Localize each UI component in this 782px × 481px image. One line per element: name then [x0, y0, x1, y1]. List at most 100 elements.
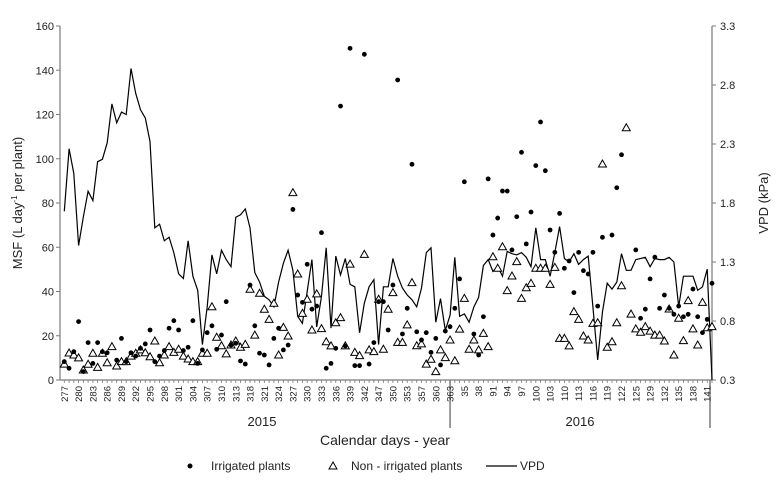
irrigated-point [471, 331, 477, 337]
right-tick-label: 0.8 [720, 316, 735, 328]
irrigated-point [581, 268, 586, 274]
irrigated-point [314, 303, 320, 309]
legend-vpd-label: VPD [520, 459, 545, 473]
x-tick-label: 301 [174, 386, 185, 402]
tick-labels: 0 20 40 60 80 100 120 140 160 0.3 0.8 1.3 1.8 2.3 2.8 3… [36, 21, 736, 402]
x-tick-label: 122 [617, 386, 628, 402]
irrigated-point [61, 359, 67, 365]
irrigated-point [242, 361, 248, 367]
non-irrigated-point [111, 361, 122, 370]
non-irrigated-point [445, 334, 455, 344]
non-irrigated-point [673, 313, 684, 322]
irrigated-point [676, 303, 682, 309]
irrigated-point [523, 241, 529, 247]
non-irrigated-point [268, 298, 279, 307]
x-tick-label: 330 [303, 386, 314, 402]
irrigated-point [266, 362, 272, 368]
irrigated-point [633, 247, 639, 253]
irrigated-point [666, 305, 672, 311]
irrigated-point [147, 327, 153, 333]
irrigated-point [619, 152, 624, 158]
non-irrigated-point [159, 349, 170, 359]
irrigated-point [276, 325, 282, 331]
non-irrigated-point [459, 293, 470, 302]
non-irrigated-point [454, 324, 465, 333]
irrigated-point [257, 350, 262, 356]
non-irrigated-point [507, 271, 517, 280]
x-tick-label: 35 [460, 386, 471, 397]
x-tick-label: 91 [488, 386, 499, 397]
x-tick-label: 138 [688, 386, 699, 402]
irrigated-point [285, 342, 291, 348]
irrigated-point [590, 249, 596, 255]
irrigated-point [709, 280, 715, 286]
irrigated-point [452, 305, 458, 311]
non-irrigated-point [183, 353, 193, 363]
irrigated-point [185, 344, 191, 350]
left-tick-label: 80 [42, 198, 54, 210]
irrigated-point [614, 185, 620, 191]
irrigated-point [180, 348, 186, 353]
x-tick-label: 113 [574, 386, 585, 401]
non-irrigated-point [402, 319, 413, 329]
non-irrigated-point [621, 122, 632, 132]
irrigated-point [280, 347, 286, 353]
irrigated-point [595, 303, 601, 309]
x-tick-label: 298 [160, 386, 171, 402]
irrigated-point [495, 215, 501, 221]
x-tick-label: 363 [446, 386, 457, 402]
x-tick-label: 286 [103, 386, 114, 402]
irrigated-point [600, 234, 605, 240]
irrigated-point [309, 306, 315, 312]
non-irrigated-point [68, 349, 79, 359]
irrigated-point [528, 209, 534, 215]
irrigated-point [380, 299, 386, 305]
year-label-2016: 2016 [566, 414, 595, 429]
non-irrigated-point [430, 366, 441, 376]
x-tick-label: 304 [188, 386, 199, 402]
non-irrigated-point [449, 355, 460, 365]
non-irrigated-point [435, 344, 446, 354]
non-irrigated-point [478, 328, 489, 337]
x-tick-label: 295 [146, 386, 157, 402]
irrigated-point [442, 328, 448, 334]
non-irrigated-point [359, 249, 370, 258]
x-tick-label: 357 [417, 386, 428, 402]
non-irrigated-point [597, 159, 608, 168]
irrigated-point [547, 227, 553, 233]
irrigated-point [509, 247, 515, 253]
non-irrigated-point [583, 334, 594, 344]
x-tick-label: 141 [703, 386, 714, 402]
irrigated-point [519, 149, 524, 155]
right-tick-label: 3.3 [720, 21, 735, 33]
non-irrigated-point [416, 338, 427, 348]
irrigated-point [542, 168, 548, 174]
irrigated-point [319, 230, 324, 236]
irrigated-point [333, 345, 339, 351]
irrigated-point [133, 353, 139, 359]
x-tick-label: 94 [503, 386, 514, 397]
x-tick-label: 318 [246, 386, 257, 402]
non-irrigated-point [64, 348, 74, 357]
x-tick-label: 333 [317, 386, 328, 402]
irrigated-point [119, 336, 124, 341]
non-irrigated-point [335, 312, 346, 322]
non-irrigated-point [659, 336, 670, 345]
non-irrigated-point [145, 351, 155, 361]
irrigated-point [490, 232, 496, 238]
non-irrigated-point [569, 306, 579, 316]
x-tick-label: 100 [531, 386, 542, 402]
irrigated-point [361, 51, 367, 57]
non-irrigated-point [654, 330, 665, 339]
non-irrigated-point [216, 340, 227, 350]
x-tick-label: 324 [274, 386, 285, 402]
non-irrigated-point [345, 259, 355, 268]
non-irrigated-point [283, 330, 293, 340]
irrigated-point [347, 45, 353, 51]
non-irrigated-point [88, 348, 98, 357]
non-irrigated-point [288, 187, 298, 197]
irrigated-point [204, 330, 210, 336]
non-irrigated-point [488, 251, 498, 261]
non-irrigated-point [397, 337, 408, 346]
